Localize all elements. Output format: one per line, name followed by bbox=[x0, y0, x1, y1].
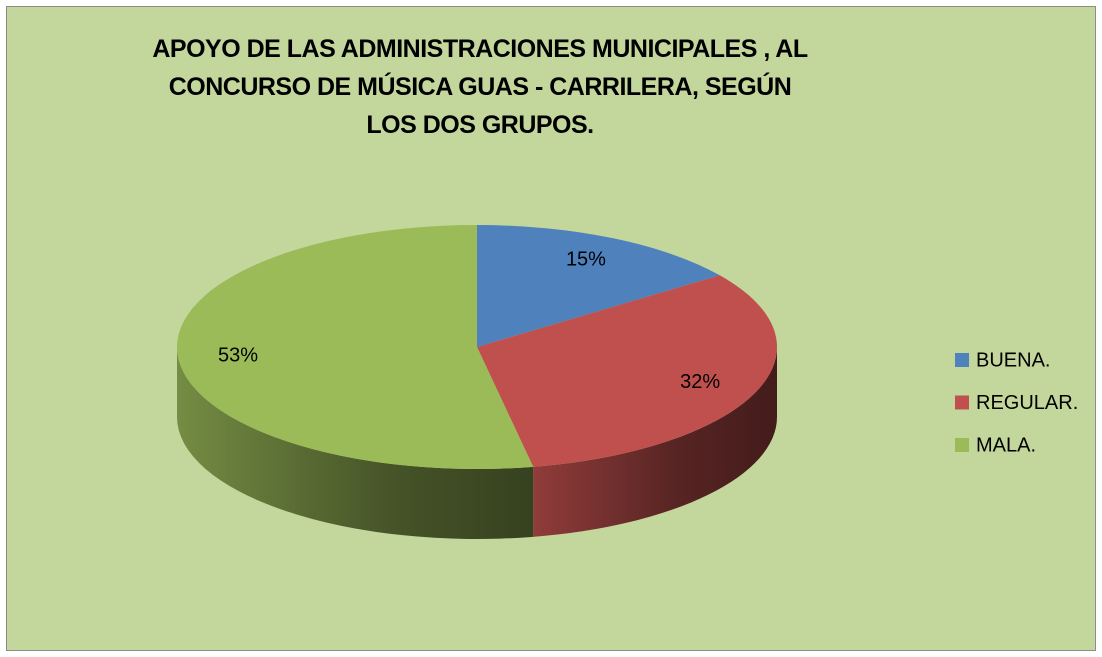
chart-title: APOYO DE LAS ADMINISTRACIONES MUNICIPALE… bbox=[152, 35, 808, 139]
legend-label: BUENA. bbox=[976, 349, 1050, 371]
slice-side bbox=[533, 347, 777, 537]
legend-label: REGULAR. bbox=[976, 392, 1078, 414]
slice bbox=[477, 225, 720, 347]
data-label: 32% bbox=[680, 371, 720, 393]
slice bbox=[477, 275, 777, 467]
slice bbox=[176, 225, 534, 470]
data-label: 15% bbox=[566, 248, 606, 270]
legend-swatch bbox=[955, 395, 969, 410]
legend-swatch bbox=[955, 438, 969, 452]
legend-label: MALA. bbox=[976, 434, 1036, 456]
slice-side bbox=[177, 347, 534, 539]
data-label: 53% bbox=[218, 344, 258, 366]
legend-swatch bbox=[955, 353, 969, 367]
